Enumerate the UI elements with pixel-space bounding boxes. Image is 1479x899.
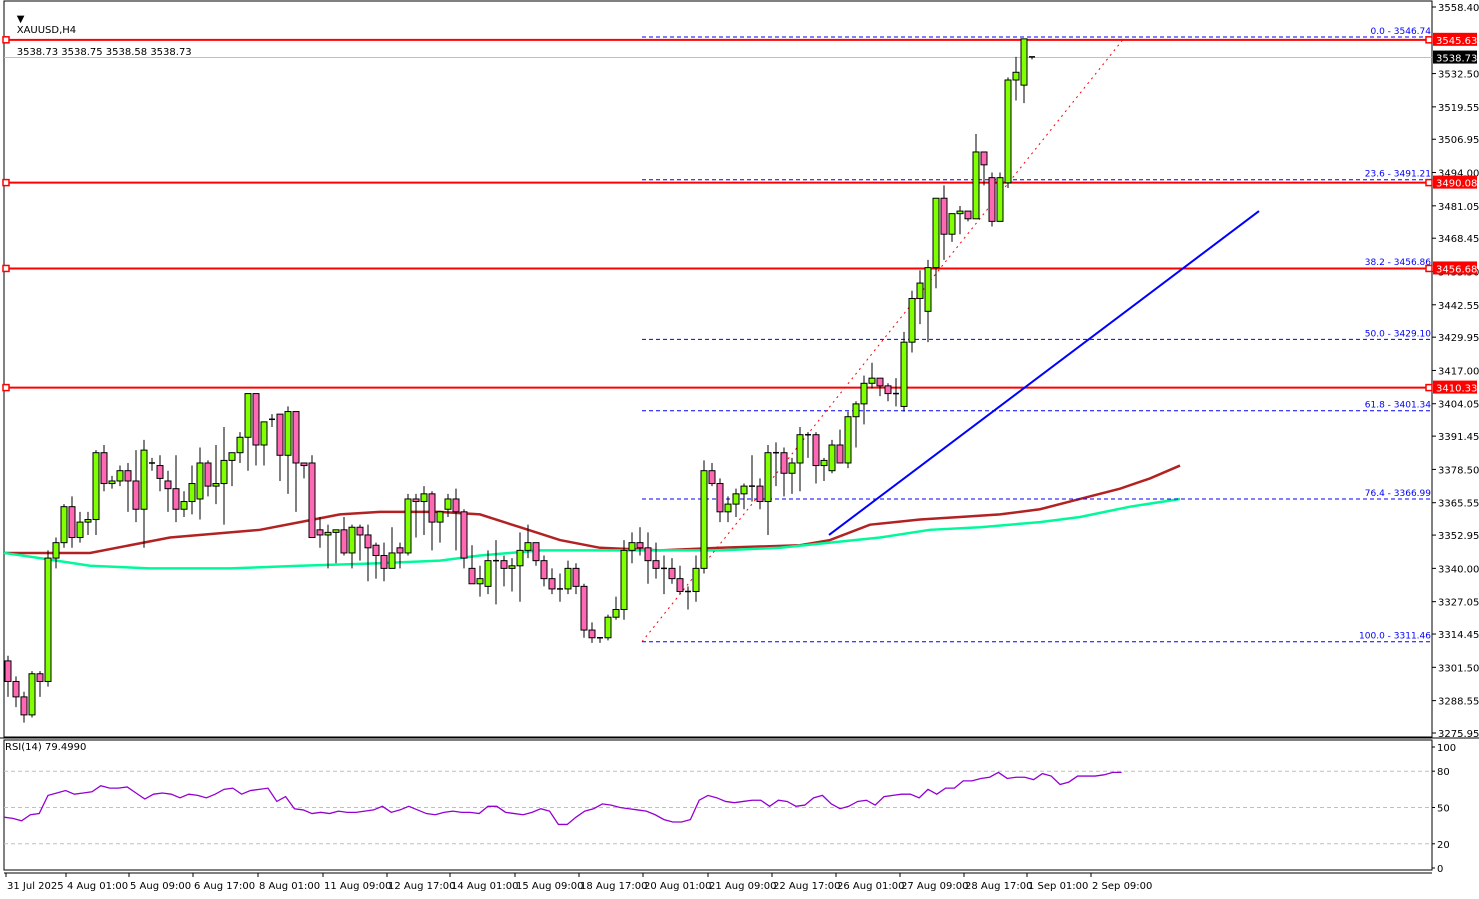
svg-text:3378.50: 3378.50 (1438, 465, 1479, 476)
svg-text:31 Jul 2025: 31 Jul 2025 (7, 881, 64, 892)
svg-text:0: 0 (1437, 864, 1443, 875)
svg-text:3301.50: 3301.50 (1438, 663, 1479, 674)
svg-text:3314.45: 3314.45 (1438, 630, 1479, 641)
svg-text:100: 100 (1437, 743, 1456, 754)
svg-text:3468.45: 3468.45 (1438, 234, 1479, 245)
svg-text:23.6 - 3491.21: 23.6 - 3491.21 (1365, 170, 1431, 180)
svg-text:3340.00: 3340.00 (1438, 564, 1479, 575)
svg-text:5 Aug 09:00: 5 Aug 09:00 (130, 881, 191, 892)
svg-text:3456.68: 3456.68 (1436, 264, 1477, 275)
svg-text:12 Aug 17:00: 12 Aug 17:00 (388, 881, 455, 892)
trendline[interactable] (828, 210, 1260, 536)
svg-text:3429.95: 3429.95 (1438, 333, 1479, 344)
svg-text:2 Sep 09:00: 2 Sep 09:00 (1092, 881, 1152, 892)
svg-text:3365.55: 3365.55 (1438, 499, 1479, 510)
triangle-down-icon[interactable]: ▼ (16, 14, 25, 25)
svg-text:6 Aug 17:00: 6 Aug 17:00 (194, 881, 255, 892)
current-price-tag (1433, 50, 1477, 64)
time-axis[interactable]: 31 Jul 2025 4 Aug 01:00 5 Aug 09:00 6 Aug 1… (5, 873, 1152, 892)
svg-text:3506.95: 3506.95 (1438, 135, 1479, 146)
svg-text:50.0 - 3429.10: 50.0 - 3429.10 (1365, 329, 1431, 339)
svg-text:3417.00: 3417.00 (1438, 366, 1479, 377)
svg-text:0.0 - 3546.74: 0.0 - 3546.74 (1371, 27, 1432, 37)
svg-text:80: 80 (1437, 767, 1450, 778)
svg-text:3558.40: 3558.40 (1438, 3, 1479, 14)
svg-text:3391.45: 3391.45 (1438, 432, 1479, 443)
candlesticks (4, 38, 1035, 723)
svg-text:3538.73: 3538.73 (1436, 54, 1477, 65)
svg-text:20: 20 (1437, 840, 1450, 851)
svg-text:61.8 - 3401.34: 61.8 - 3401.34 (1365, 401, 1431, 411)
svg-text:3288.55: 3288.55 (1438, 697, 1479, 708)
rsi-indicator[interactable]: 100 80 50 20 0 (3, 743, 1456, 875)
rsi-plot-frame (3, 739, 1433, 871)
svg-text:76.4 - 3366.99: 76.4 - 3366.99 (1365, 489, 1431, 499)
main-plot-frame (3, 0, 1433, 738)
svg-text:3404.05: 3404.05 (1438, 400, 1479, 411)
svg-text:8 Aug 01:00: 8 Aug 01:00 (259, 881, 320, 892)
svg-text:3545.63: 3545.63 (1436, 36, 1477, 47)
svg-text:3327.05: 3327.05 (1438, 598, 1479, 609)
svg-text:50: 50 (1437, 804, 1450, 815)
svg-text:11 Aug 09:00: 11 Aug 09:00 (324, 881, 391, 892)
svg-text:21 Aug 09:00: 21 Aug 09:00 (709, 881, 776, 892)
svg-text:100.0 - 3311.46: 100.0 - 3311.46 (1359, 632, 1431, 642)
svg-text:4 Aug 01:00: 4 Aug 01:00 (67, 881, 128, 892)
svg-text:3494.00: 3494.00 (1438, 169, 1479, 180)
price-axis[interactable]: 3558.40 3532.50 3519.55 3506.95 3494.00 3481.… (1432, 3, 1479, 740)
svg-text:3442.55: 3442.55 (1438, 301, 1479, 312)
svg-text:3481.05: 3481.05 (1438, 202, 1479, 213)
svg-text:27 Aug 09:00: 27 Aug 09:00 (901, 881, 968, 892)
svg-text:20 Aug 01:00: 20 Aug 01:00 (644, 881, 711, 892)
chart-title: ▼ XAUUSD,H4 3538.73 3538.75 3538.58 3538… (4, 3, 192, 69)
svg-text:28 Aug 17:00: 28 Aug 17:00 (965, 881, 1032, 892)
svg-text:3410.33: 3410.33 (1436, 384, 1477, 395)
symbol-label: XAUUSD,H4 (16, 25, 77, 36)
svg-text:38.2 - 3456.86: 38.2 - 3456.86 (1365, 258, 1431, 268)
svg-text:3519.55: 3519.55 (1438, 103, 1479, 114)
ohlc-values: 3538.73 3538.75 3538.58 3538.73 (16, 47, 192, 58)
svg-text:22 Aug 17:00: 22 Aug 17:00 (773, 881, 840, 892)
svg-text:15 Aug 09:00: 15 Aug 09:00 (516, 881, 583, 892)
svg-text:1 Sep 01:00: 1 Sep 01:00 (1028, 881, 1088, 892)
svg-text:26 Aug 01:00: 26 Aug 01:00 (837, 881, 904, 892)
horizontal-levels[interactable]: 3545.63 3490.08 3456.68 3410.33 (2, 32, 1477, 395)
svg-text:14 Aug 01:00: 14 Aug 01:00 (451, 881, 518, 892)
svg-text:3275.95: 3275.95 (1438, 729, 1479, 740)
svg-text:18 Aug 17:00: 18 Aug 17:00 (580, 881, 647, 892)
svg-text:3490.08: 3490.08 (1436, 179, 1477, 190)
rsi-label: RSI(14) 79.4990 (5, 742, 87, 753)
svg-text:3532.50: 3532.50 (1438, 70, 1479, 81)
svg-text:3352.95: 3352.95 (1438, 531, 1479, 542)
